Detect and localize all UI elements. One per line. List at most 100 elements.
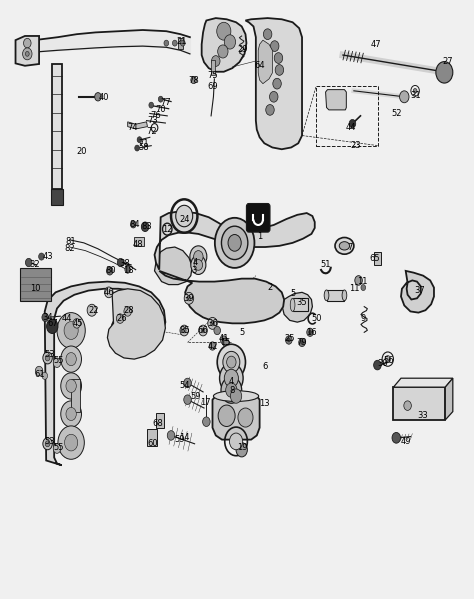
Circle shape [45,441,50,447]
Text: 46: 46 [103,288,114,297]
Text: 74: 74 [127,123,138,132]
Circle shape [182,328,186,333]
Circle shape [43,352,52,364]
Circle shape [220,336,227,344]
Bar [20,268,51,301]
Bar [374,252,381,265]
Polygon shape [128,122,147,129]
Circle shape [275,65,283,75]
Circle shape [87,304,97,316]
Text: 27: 27 [443,56,454,65]
Circle shape [125,266,130,273]
Circle shape [222,338,229,347]
Text: 18: 18 [123,267,134,276]
Polygon shape [155,247,192,285]
Text: 71: 71 [138,139,149,148]
Polygon shape [16,36,39,66]
Circle shape [117,314,124,323]
Circle shape [349,119,356,128]
Bar [211,60,215,75]
Circle shape [392,432,401,443]
Ellipse shape [213,391,259,401]
Circle shape [53,358,61,367]
Ellipse shape [324,290,329,301]
Circle shape [137,137,142,143]
FancyBboxPatch shape [246,204,270,232]
Polygon shape [45,282,165,465]
Circle shape [208,317,217,329]
Circle shape [61,401,82,427]
Text: 66: 66 [198,326,209,335]
Text: 2: 2 [267,283,273,292]
Polygon shape [159,271,284,323]
Circle shape [190,246,207,267]
Circle shape [181,40,185,46]
Bar [147,429,157,446]
Circle shape [187,296,191,301]
Circle shape [404,401,411,410]
Text: 25: 25 [284,334,295,343]
Text: 3: 3 [191,267,196,276]
Polygon shape [108,289,165,359]
Text: 80: 80 [105,267,116,276]
Circle shape [26,52,29,56]
Text: 16: 16 [306,328,317,337]
Circle shape [385,356,391,363]
Text: 76: 76 [151,111,161,120]
Circle shape [42,372,47,379]
Circle shape [199,325,207,336]
Text: 75: 75 [207,71,218,80]
Circle shape [191,255,206,274]
Circle shape [191,77,197,84]
Text: 55: 55 [54,443,64,452]
Circle shape [42,313,48,322]
Circle shape [436,62,453,83]
Text: 14: 14 [179,433,190,442]
Circle shape [215,218,255,268]
Polygon shape [258,40,273,84]
Circle shape [228,235,241,251]
Circle shape [214,326,220,335]
Text: 81: 81 [66,237,76,246]
Polygon shape [445,378,453,420]
Circle shape [184,292,194,304]
Circle shape [211,56,220,66]
Text: 60: 60 [148,439,158,448]
Text: 32: 32 [29,261,40,270]
Text: 26: 26 [116,314,127,323]
Polygon shape [246,18,302,149]
Text: 55: 55 [54,356,64,365]
Text: 82: 82 [64,244,75,253]
Bar [316,86,378,146]
Text: 79: 79 [297,338,307,347]
Circle shape [107,267,113,275]
Text: 49: 49 [401,437,411,446]
Text: 22: 22 [88,305,99,314]
Circle shape [117,258,124,267]
Circle shape [184,395,191,404]
Circle shape [53,444,61,453]
Polygon shape [401,271,434,313]
Circle shape [173,40,177,46]
Ellipse shape [339,241,350,250]
Circle shape [43,438,52,450]
Circle shape [309,331,311,334]
Circle shape [270,92,278,102]
Bar [393,387,445,420]
Text: 23: 23 [350,141,361,150]
Text: 15: 15 [220,338,231,347]
Circle shape [26,258,32,267]
Circle shape [361,285,365,291]
Circle shape [219,364,243,393]
Text: 53: 53 [44,350,55,359]
Text: 28: 28 [123,305,134,314]
Text: 13: 13 [259,400,270,409]
Text: 41: 41 [219,334,229,343]
Text: 39: 39 [183,294,194,303]
Circle shape [218,45,228,58]
Circle shape [46,319,58,334]
Text: 37: 37 [414,286,425,295]
Circle shape [23,48,32,60]
Circle shape [218,405,235,426]
Text: 50: 50 [311,314,321,323]
